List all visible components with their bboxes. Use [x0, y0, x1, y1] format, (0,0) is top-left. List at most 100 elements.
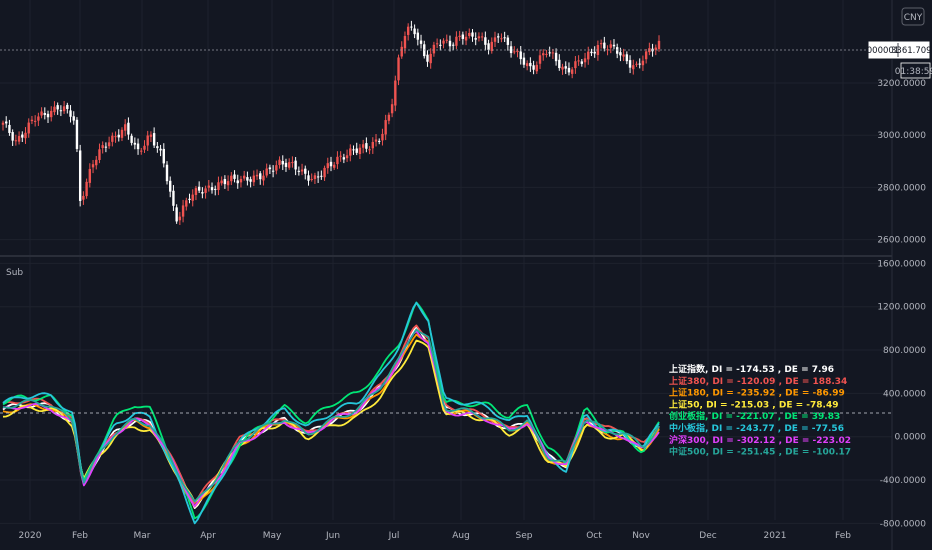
candle-body	[146, 135, 149, 146]
candle-body	[349, 148, 352, 156]
candle-body	[461, 34, 465, 39]
candle-body	[535, 64, 539, 72]
candle-body	[72, 116, 75, 121]
indicator-line	[2, 325, 660, 509]
candle-body	[358, 147, 362, 155]
time-tick-label: Mar	[134, 531, 151, 541]
candle-body	[188, 198, 191, 200]
candle-body	[294, 160, 297, 170]
legend-entry: 上证380, DI = -120.09 , DE = 188.34	[669, 375, 847, 387]
candle-body	[632, 65, 635, 70]
candle-body	[11, 132, 14, 141]
indicator-tick-label: -800.0000	[880, 519, 926, 529]
candle-body	[304, 168, 307, 174]
candle-body	[85, 181, 88, 197]
legend-entry: 中小板指, DI = -243.77 , DE = -77.56	[669, 422, 844, 434]
time-tick-label: Jun	[325, 531, 340, 541]
candle-body	[448, 40, 452, 47]
candle-body	[516, 50, 519, 53]
candle-body	[513, 51, 516, 53]
candle-body	[140, 150, 143, 152]
candle-body	[619, 52, 622, 56]
candle-body	[297, 170, 301, 172]
candle-body	[487, 43, 490, 50]
indicator-tick-label: 1200.0000	[877, 303, 926, 313]
candle-body	[551, 52, 555, 54]
candle-body	[455, 36, 458, 46]
candle-body	[406, 26, 410, 35]
candle-body	[490, 41, 493, 52]
time-tick-label: Oct	[586, 531, 602, 541]
sub-pane-label: Sub	[6, 268, 23, 278]
candle-body	[14, 140, 18, 142]
price-tag-value: 3361.7096	[891, 46, 932, 56]
legend-entry: 沪深300, DI = -302.12 , DE = -223.02	[669, 434, 851, 446]
legend-entry: 中证500, DI = -251.45 , DE = -100.17	[669, 446, 851, 458]
time-tick-label: May	[263, 531, 282, 541]
candle-body	[210, 187, 214, 191]
candle-body	[95, 159, 98, 166]
candle-body	[371, 142, 375, 149]
candle-body	[239, 178, 243, 183]
candle-body	[342, 157, 346, 160]
candle-body	[336, 156, 339, 165]
indicator-tick-label: 0.0000	[895, 433, 927, 443]
indicator-axis: 1600.0000 1200.0000 800.0000 400.0000 0.0000…	[877, 259, 926, 529]
legend-entry: 上证指数, DI = -174.53 , DE = 7.96	[669, 363, 834, 375]
candle-body	[162, 148, 165, 164]
candle-body	[271, 170, 275, 172]
candle-body	[451, 44, 455, 46]
candle-body	[43, 113, 47, 115]
price-tick-label: 3200.0000	[877, 79, 926, 89]
candle-body	[522, 57, 526, 65]
candle-body	[323, 167, 326, 178]
candle-body	[583, 58, 587, 63]
candle-body	[255, 174, 259, 177]
candle-body	[50, 110, 53, 118]
candle-body	[381, 133, 384, 141]
candle-body	[24, 132, 27, 139]
candle-body	[625, 54, 629, 62]
candle-body	[615, 47, 619, 54]
currency-button[interactable]: CNY	[901, 7, 925, 26]
currency-label: CNY	[904, 13, 923, 23]
candle-body	[56, 105, 59, 110]
candle-body	[378, 140, 381, 142]
candle-body	[333, 164, 336, 168]
candle-body	[300, 169, 304, 172]
candle-body	[8, 124, 11, 133]
candle-body	[114, 136, 117, 138]
price-tag: 000001 3361.7096 01:38:59	[867, 40, 932, 79]
candle-body	[78, 150, 82, 201]
time-tick-label: Jul	[388, 531, 400, 541]
time-tick-label: Feb	[835, 531, 851, 541]
price-tag-countdown: 01:38:59	[895, 67, 932, 77]
candle-body	[204, 188, 207, 193]
candle-body	[525, 63, 529, 67]
time-tick-label: Apr	[200, 531, 216, 541]
candle-body	[599, 43, 603, 45]
candle-body	[214, 188, 217, 190]
candle-body	[17, 136, 21, 142]
candle-body	[439, 44, 442, 46]
candle-body	[307, 175, 310, 181]
candle-body	[98, 149, 101, 160]
candle-body	[329, 161, 333, 167]
candle-body	[570, 69, 574, 74]
candle-body	[644, 51, 648, 60]
candle-body	[403, 36, 407, 49]
candle-body	[175, 207, 178, 222]
candle-body	[638, 63, 641, 65]
candle-body	[641, 60, 645, 66]
candle-body	[194, 188, 198, 195]
candle-body	[390, 104, 394, 114]
candle-body	[419, 40, 423, 44]
candle-body	[519, 51, 522, 60]
candle-body	[233, 174, 236, 179]
candle-body	[152, 133, 156, 146]
candle-body	[275, 165, 278, 171]
indicator-tick-label: 800.0000	[883, 346, 926, 356]
candle-body	[635, 63, 638, 65]
